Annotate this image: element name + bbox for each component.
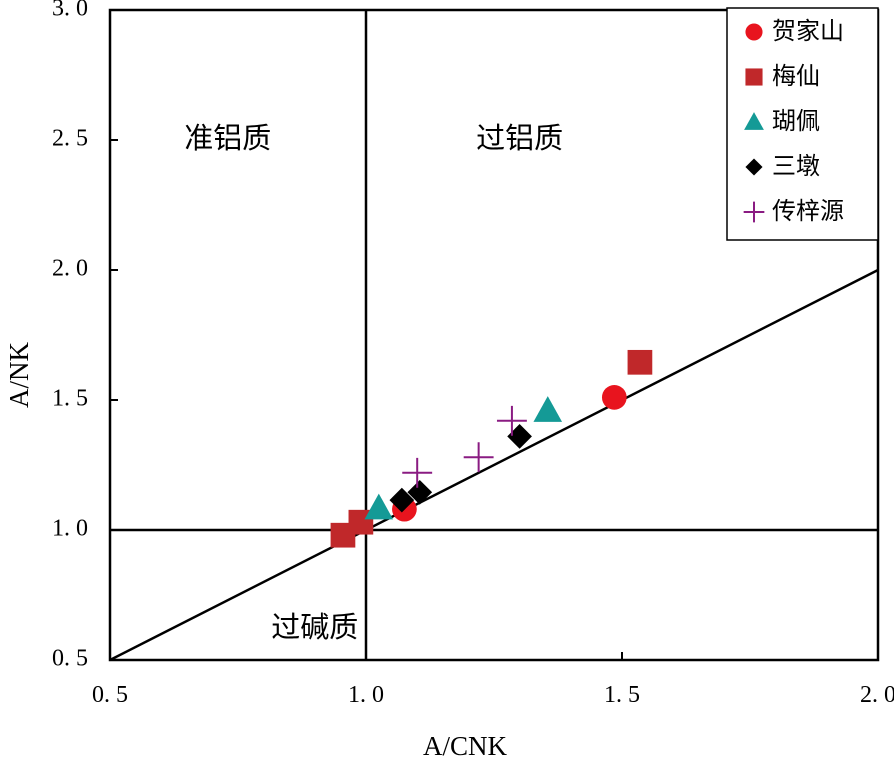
legend-label: 三墩 [772,152,820,180]
y-tick-labels: 0. 5 1. 0 1. 5 2. 0 2. 5 3. 0 [52,0,88,672]
legend-label: 传梓源 [772,197,844,225]
point-triangle [364,493,394,520]
legend-box [726,7,879,241]
legend-marker-diamond [745,158,763,176]
point-circle [601,385,627,410]
legend-marker-triangle [744,112,764,130]
region-label: 过碱质 [271,610,358,644]
y-tick-label: 1. 5 [52,386,88,412]
legend-label: 瑚佩 [772,107,820,135]
reference-line-diagonal [109,268,879,662]
legend-marker-circle [745,23,763,41]
y-tick-label: 3. 0 [52,0,88,22]
legend-label: 贺家山 [772,17,844,45]
point-plus [402,457,433,488]
point-triangle [533,396,563,422]
data-points [330,349,653,548]
x-axis-title: A/CNK [423,731,508,760]
point-diamond [407,479,433,505]
axis-ticks [109,9,879,661]
point-plus [463,442,494,473]
y-tick-label: 1. 0 [52,516,88,542]
point-plus [496,405,527,436]
y-axis-title: A/NK [4,342,34,408]
region-label: 准铝质 [184,121,271,155]
x-tick-label: 0. 5 [92,682,128,708]
plot-frame [108,8,880,662]
legend-marker-plus [743,201,765,223]
y-tick-label: 0. 5 [52,646,88,672]
point-square [627,349,653,375]
point-diamond [507,424,532,449]
legend-marker-square [745,68,763,86]
point-diamond [389,487,415,513]
reference-lines [109,10,879,662]
y-tick-label: 2. 0 [52,256,88,282]
x-tick-label: 1. 5 [604,682,640,708]
legend-label: 梅仙 [772,62,820,90]
x-tick-label: 1. 0 [348,682,384,708]
x-tick-label: 2. 0 [860,682,894,708]
x-tick-labels: 0. 5 1. 0 1. 5 2. 0 [92,682,894,708]
y-tick-label: 2. 5 [52,126,88,152]
region-label: 过铝质 [476,121,563,155]
